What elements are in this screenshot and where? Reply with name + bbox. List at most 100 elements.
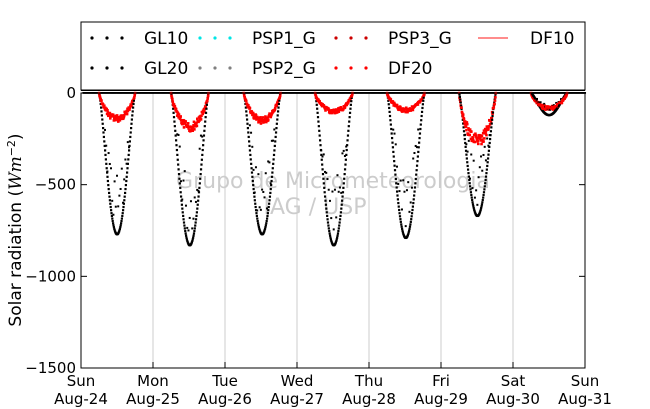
point-df20 [269,115,273,119]
point-df20 [493,99,497,102]
point-df20 [278,96,282,99]
point-gl10 [263,229,266,232]
point-df20 [339,106,343,109]
point-gl20 [182,179,185,182]
point-gl10 [349,107,352,110]
point-gl10 [467,175,470,178]
point-gl10 [464,149,468,152]
x-tick-label-day: Mon [137,372,169,390]
legend-label: DF20 [388,59,433,79]
point-gl20 [336,174,339,177]
point-df20 [253,117,257,120]
point-gl10 [420,119,423,122]
point-gl10 [485,172,488,175]
point-gl10 [179,195,183,198]
point-gl10 [199,177,202,180]
point-df20 [196,117,199,121]
point-df20 [555,102,559,106]
point-gl20 [272,139,275,142]
point-gl10 [130,118,133,121]
point-gl10 [490,122,493,125]
point-gl20 [543,102,546,105]
point-df20 [465,128,468,132]
point-gl10 [175,148,179,152]
point-df20 [171,100,175,104]
point-gl10 [265,222,268,225]
point-gl10 [185,236,188,239]
point-gl10 [121,212,124,215]
point-gl10 [246,126,249,130]
x-tick-label-day: Fri [432,372,450,390]
point-gl10 [325,207,328,210]
point-gl10 [273,144,276,148]
point-gl10 [323,191,326,194]
point-gl10 [198,186,201,189]
point-gl10 [184,232,187,235]
point-df20 [203,107,207,110]
point-df20 [484,132,487,135]
point-df20 [98,95,102,98]
point-gl10 [347,129,350,132]
point-df20 [106,109,109,112]
point-gl10 [203,125,206,128]
point-gl10 [398,215,402,218]
point-gl10 [194,218,198,221]
point-gl10 [119,226,122,229]
point-df20 [347,100,350,104]
point-gl10 [407,232,410,235]
x-tick-label-date: Aug-27 [270,390,324,408]
point-gl20 [403,190,406,193]
point-gl10 [274,131,278,134]
point-gl10 [122,202,125,205]
point-gl20 [114,205,117,208]
point-gl10 [466,161,469,164]
point-gl10 [101,118,104,121]
point-gl10 [118,230,121,233]
point-gl10 [253,199,256,202]
point-gl10 [265,217,269,220]
point-gl10 [490,126,493,129]
point-gl10 [348,111,352,114]
point-df20 [465,122,469,126]
point-gl10 [172,107,175,110]
point-gl10 [400,223,403,226]
point-gl10 [390,132,393,135]
point-gl10 [251,179,254,183]
point-gl10 [486,157,490,160]
point-gl10 [184,234,188,237]
point-gl10 [327,224,330,227]
point-gl10 [277,106,280,109]
point-gl10 [418,141,421,144]
point-gl10 [178,177,181,180]
point-df20 [474,132,477,136]
point-gl10 [247,131,250,134]
point-df20 [482,140,485,143]
point-gl10 [112,224,115,227]
point-gl20 [328,199,331,202]
point-gl20 [269,182,272,185]
point-gl10 [266,212,269,215]
point-gl20 [321,155,324,158]
point-gl20 [331,190,334,193]
point-gl10 [482,191,486,194]
point-gl10 [408,227,411,230]
y-tick-label: −500 [35,176,76,194]
point-gl10 [326,221,330,224]
point-gl10 [264,224,267,227]
point-gl10 [113,229,116,232]
point-gl10 [415,169,418,172]
point-gl20 [267,160,270,163]
legend-swatch-dot [228,66,232,70]
point-df20 [205,99,209,103]
point-df20 [109,117,112,120]
point-gl10 [341,195,344,198]
point-gl10 [277,102,281,106]
point-df20 [481,131,485,135]
point-gl20 [473,196,476,199]
point-gl10 [392,155,395,158]
x-tick-label-date: Aug-31 [558,390,612,408]
point-df20 [565,94,568,98]
point-gl10 [174,129,177,132]
point-gl10 [172,116,176,119]
point-gl10 [323,195,327,198]
